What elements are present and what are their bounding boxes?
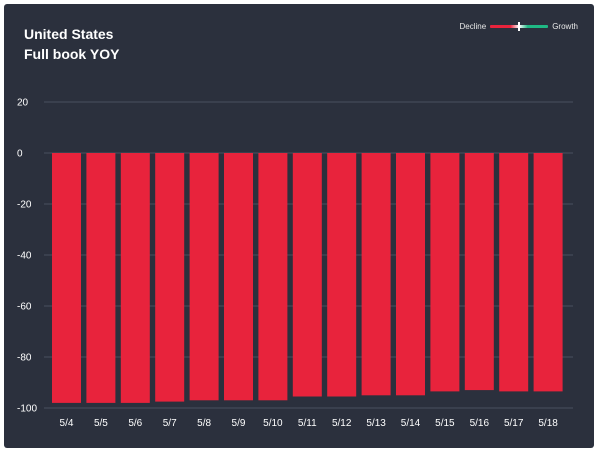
x-tick-label: 5/6 (128, 418, 142, 429)
bar-5-9[interactable] (224, 153, 253, 401)
bar-5-13[interactable] (361, 153, 391, 396)
bar-5-10[interactable] (258, 153, 288, 401)
bar-5-15[interactable] (430, 153, 460, 392)
y-tick-label: -80 (17, 353, 32, 364)
legend-growth-label: Growth (552, 21, 578, 31)
x-tick-label: 5/15 (435, 418, 455, 429)
bar-5-8[interactable] (189, 153, 219, 401)
x-tick-label: 5/14 (401, 418, 421, 429)
bar-5-17[interactable] (499, 153, 529, 392)
x-tick-label: 5/18 (538, 418, 558, 429)
legend-marker (518, 21, 521, 31)
bar-5-16[interactable] (464, 153, 494, 391)
bar-5-11[interactable] (292, 153, 322, 397)
legend-decline-label: Decline (459, 21, 487, 31)
x-tick-label: 5/17 (504, 418, 524, 429)
y-tick-label: -20 (17, 200, 32, 211)
bar-5-14[interactable] (396, 153, 425, 396)
bar-5-7[interactable] (155, 153, 185, 402)
bar-chart: 20 0 -20 -40 -60 -80 -100 5/4 5/5 5/6 5/7 5/8 5/9 5/1… (17, 98, 573, 429)
bar-5-18[interactable] (533, 153, 563, 392)
legend-gradient (490, 21, 549, 31)
bar-5-4[interactable] (52, 153, 81, 403)
x-tick-label: 5/9 (232, 418, 246, 429)
y-tick-label: -60 (17, 302, 32, 313)
x-tick-label: 5/16 (470, 418, 490, 429)
x-tick-label: 5/7 (163, 418, 177, 429)
y-tick-label: 0 (17, 149, 23, 160)
chart-title: United States (24, 26, 114, 42)
x-tick-label: 5/10 (263, 418, 283, 429)
color-legend: Decline Growth (460, 20, 578, 32)
x-tick-label: 5/13 (366, 418, 386, 429)
x-tick-label: 5/8 (197, 418, 211, 429)
bar-5-12[interactable] (327, 153, 357, 397)
x-tick-label: 5/4 (60, 418, 74, 429)
y-tick-label: -40 (17, 251, 32, 262)
x-tick-label: 5/12 (332, 418, 352, 429)
bar-5-5[interactable] (86, 153, 116, 403)
y-tick-label: 20 (17, 98, 29, 109)
bar-5-6[interactable] (120, 153, 150, 403)
x-tick-label: 5/11 (298, 418, 317, 429)
y-tick-label: -100 (17, 404, 37, 415)
chart-panel: United States Full book YOY Decline Grow… (4, 4, 594, 448)
chart-subtitle: Full book YOY (24, 46, 120, 62)
x-tick-label: 5/5 (94, 418, 108, 429)
